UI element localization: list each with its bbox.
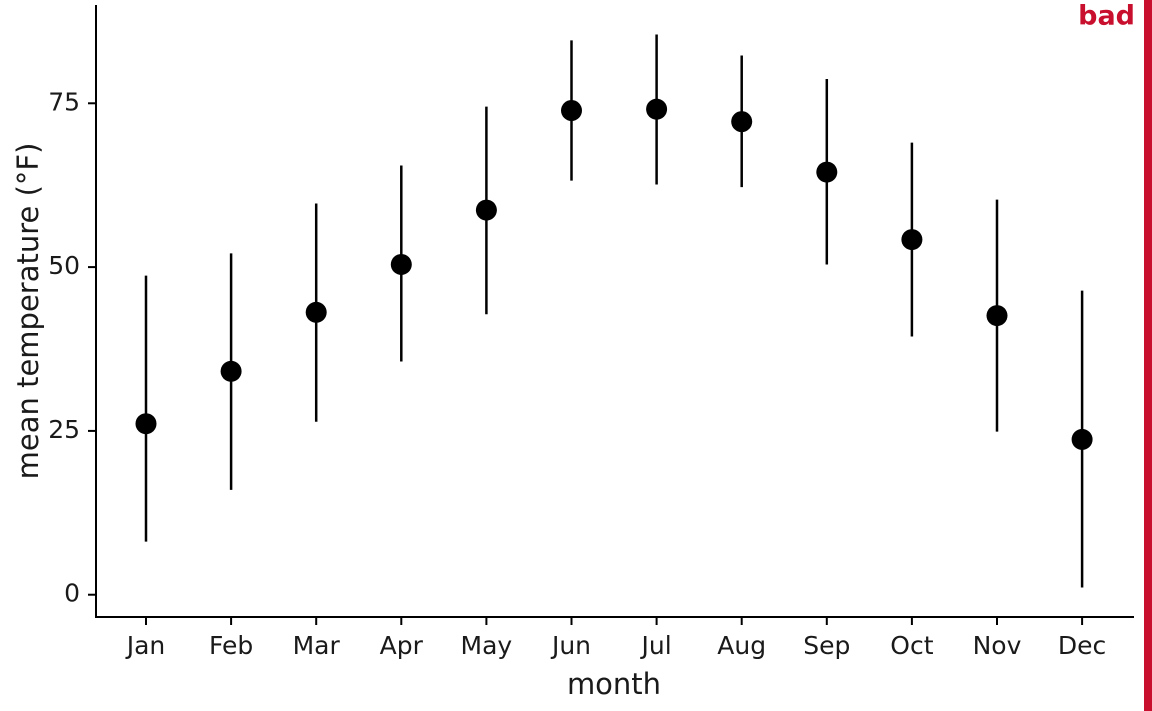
point: [1071, 428, 1093, 450]
annotation-bar: [1144, 0, 1152, 711]
x-tick-label: Oct: [890, 631, 933, 660]
y-axis-title: mean temperature (°F): [11, 143, 45, 480]
point: [816, 161, 838, 183]
point: [305, 301, 327, 323]
x-axis-title: month: [567, 667, 661, 701]
point: [475, 199, 497, 221]
point: [901, 229, 923, 251]
x-tick-label: Nov: [973, 631, 1022, 660]
x-tick-label: Mar: [293, 631, 341, 660]
y-tick-label: 50: [48, 251, 80, 280]
y-tick-label: 75: [48, 87, 80, 116]
y-tick-label: 0: [64, 579, 80, 608]
x-tick-label: Feb: [209, 631, 253, 660]
point: [646, 98, 668, 120]
x-tick-label: Sep: [803, 631, 850, 660]
x-tick-label: Apr: [380, 631, 424, 660]
x-tick-label: Aug: [717, 631, 766, 660]
x-tick-label: Jan: [125, 631, 166, 660]
point: [390, 253, 412, 275]
point: [731, 111, 753, 133]
annotation: bad: [1078, 1, 1135, 32]
point: [561, 99, 582, 121]
point: [986, 305, 1008, 327]
point: [135, 413, 157, 435]
y-tick-label: 25: [48, 415, 80, 444]
x-tick-label: Jul: [640, 631, 672, 660]
point: [220, 360, 242, 382]
x-tick-label: Dec: [1058, 631, 1106, 660]
x-tick-label: Jun: [550, 631, 591, 660]
x-tick-label: May: [461, 631, 513, 660]
